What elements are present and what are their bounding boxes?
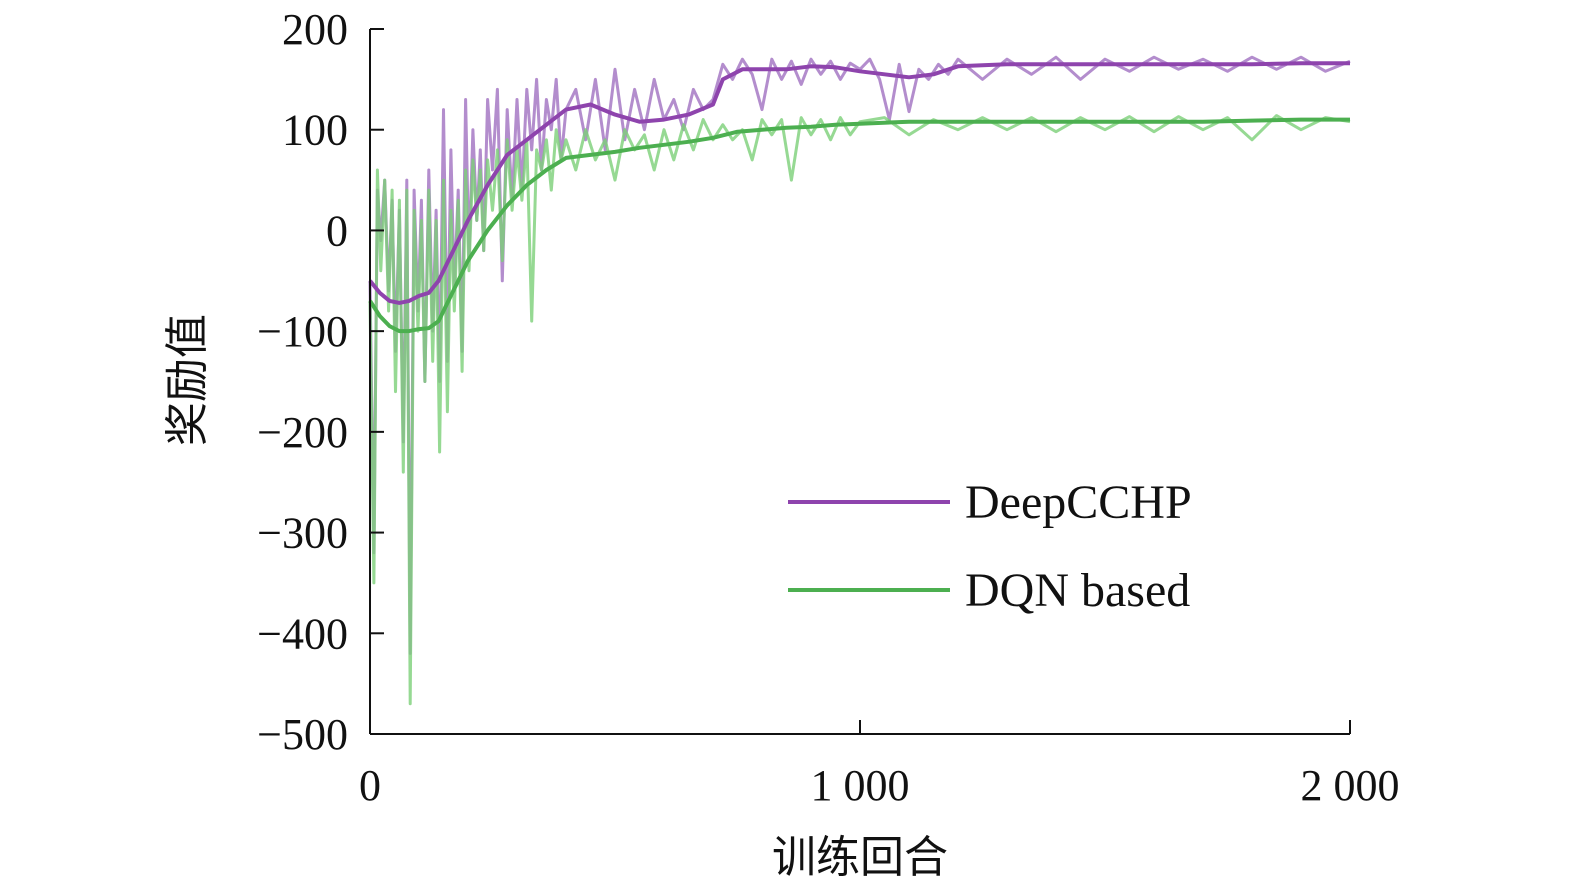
x-tick-label: 0 <box>359 761 381 810</box>
y-tick-label: 200 <box>282 5 348 54</box>
y-tick-label: −100 <box>257 307 348 356</box>
series-smoothed-dqn-based <box>368 117 1350 334</box>
series-raw-dqn-based <box>368 114 1351 706</box>
smoothed-series-layer <box>368 61 1350 334</box>
legend-label-deepcchp: DeepCCHP <box>965 476 1192 529</box>
axes <box>369 28 1351 735</box>
y-tick-label: −300 <box>257 509 348 558</box>
y-tick-label: −200 <box>257 408 348 457</box>
y-tick-label: −500 <box>257 710 348 759</box>
y-axis-title: 奖励值 <box>162 314 213 446</box>
x-tick-label: 1 000 <box>811 761 910 810</box>
y-tick-label: −400 <box>257 609 348 658</box>
legend: DeepCCHP DQN based <box>788 476 1192 617</box>
legend-label-dqn-based: DQN based <box>965 564 1190 617</box>
x-axis-title: 训练回合 <box>772 832 948 883</box>
series-smoothed-deepcchp <box>368 61 1350 305</box>
raw-series-layer <box>368 55 1351 706</box>
x-tick-label: 2 000 <box>1301 761 1400 810</box>
y-tick-label: 0 <box>326 206 348 255</box>
y-tick-label: 100 <box>282 106 348 155</box>
